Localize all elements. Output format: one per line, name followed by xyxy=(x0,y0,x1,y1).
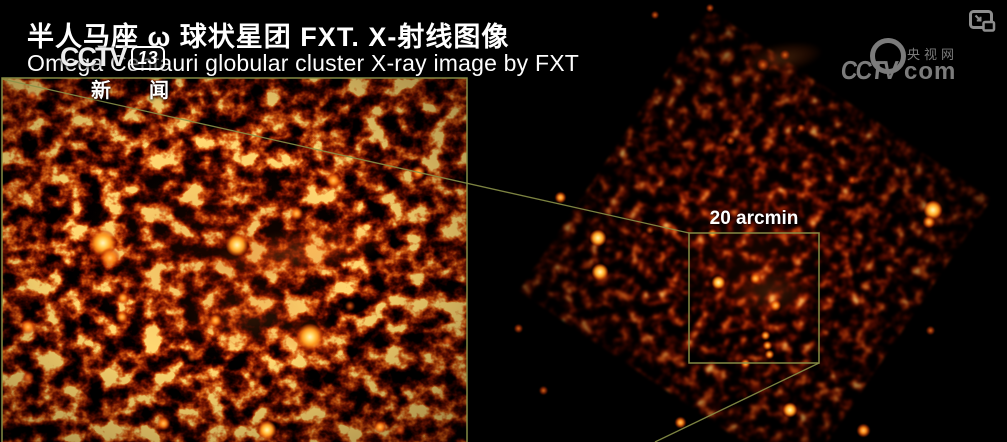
channel-label: 新闻 xyxy=(91,80,207,102)
channel-number-badge: 13 xyxy=(130,46,165,70)
xray-source xyxy=(411,165,425,179)
title-chinese: 半人马座 ω 球状星团 FXT. X-射线图像 xyxy=(27,22,510,52)
xray-source xyxy=(289,206,303,220)
xray-source xyxy=(55,135,65,145)
xray-source xyxy=(374,257,386,269)
xray-source xyxy=(21,320,35,334)
cctvcom-watermark: CCTV 央视网 com xyxy=(839,36,971,85)
xray-source xyxy=(345,301,355,311)
xray-source xyxy=(258,421,276,439)
xray-source xyxy=(157,203,167,213)
xray-source xyxy=(374,421,386,433)
xray-source xyxy=(156,416,170,430)
xray-source xyxy=(513,323,523,333)
pip-expand-icon[interactable] xyxy=(969,10,996,33)
xray-source xyxy=(117,292,129,304)
scale-label: 20 arcmin xyxy=(709,208,799,229)
channel-name: CCTV xyxy=(60,42,127,72)
xray-source xyxy=(297,324,323,350)
xray-source xyxy=(395,425,405,435)
cctv13-logo: CCTV 13 新闻 xyxy=(60,42,200,102)
xray-source xyxy=(925,325,935,335)
xray-source xyxy=(674,416,686,428)
xray-source xyxy=(22,371,34,383)
xray-source xyxy=(208,313,222,327)
title-english: Omega Centauri globular cluster X-ray im… xyxy=(27,50,579,76)
xray-source xyxy=(325,172,341,188)
xray-source xyxy=(27,90,37,100)
xray-source xyxy=(441,334,453,346)
inset-zoom-panel xyxy=(2,78,467,442)
xray-source xyxy=(226,234,248,256)
xray-source xyxy=(651,11,659,19)
xray-source xyxy=(856,423,870,437)
watermark-site-name: 央视网 xyxy=(907,47,959,62)
watermark-site-suffix: com xyxy=(904,58,957,85)
xray-source xyxy=(116,311,128,323)
xray-source xyxy=(252,367,264,379)
xray-source xyxy=(100,248,120,268)
watermark-ring-icon xyxy=(870,38,906,74)
xray-source xyxy=(187,352,197,362)
xray-source xyxy=(554,191,566,203)
xray-source xyxy=(538,385,548,395)
xray-source xyxy=(148,122,158,132)
